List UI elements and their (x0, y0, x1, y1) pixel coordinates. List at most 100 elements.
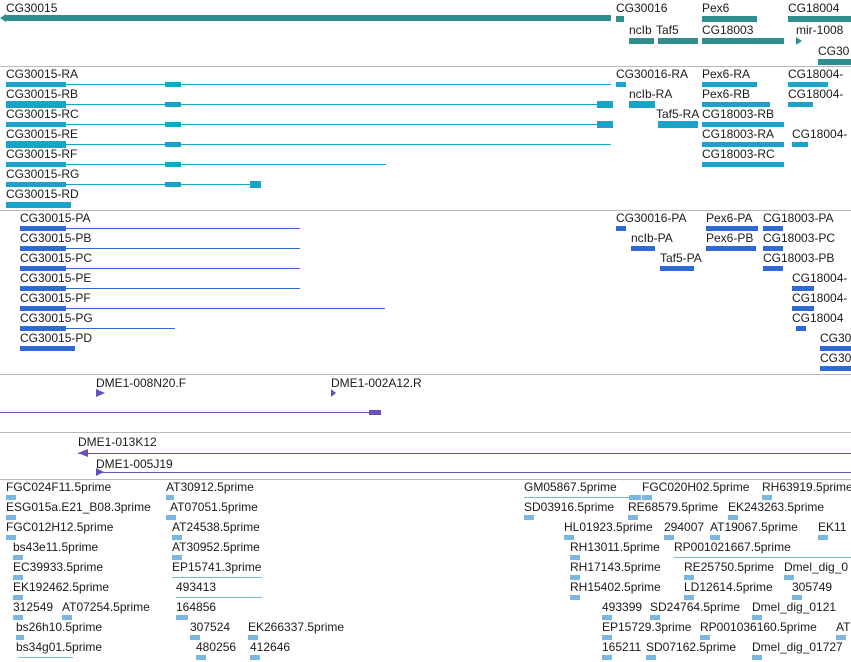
est-feature[interactable] (190, 635, 200, 640)
est-label[interactable]: bs43e11.5prime (13, 540, 99, 554)
transcript-pex6-ra[interactable] (702, 82, 757, 87)
protein-label[interactable]: CG18003-PC (763, 231, 836, 245)
transcript-label[interactable]: CG30015-RA (6, 67, 79, 81)
est-feature[interactable] (172, 555, 182, 560)
est-label[interactable]: FGC020H02.5prime (642, 480, 750, 494)
est-label[interactable]: AT (836, 620, 851, 634)
est-feature[interactable] (196, 655, 206, 660)
est-label[interactable]: FGC012H12.5prime (6, 520, 114, 534)
protein-label[interactable]: CG30015-PG (20, 311, 93, 325)
est-feature[interactable] (752, 615, 762, 620)
gene-label-pex6[interactable]: Pex6 (702, 1, 730, 15)
clone-end-marker[interactable] (96, 389, 105, 397)
est-feature[interactable] (13, 595, 23, 600)
transcript-cg18003-rc[interactable] (702, 162, 784, 167)
protein-label[interactable]: CG30016-PA (616, 211, 687, 225)
est-label[interactable]: AT07254.5prime (62, 600, 150, 614)
transcript-cg18003-rb[interactable] (702, 122, 784, 127)
protein-cg30015-pf[interactable] (20, 306, 66, 311)
transcript-label[interactable]: CG30015-RD (6, 187, 79, 201)
est-feature[interactable] (13, 615, 23, 620)
est-feature[interactable] (602, 655, 612, 660)
protein-label[interactable]: Taf5-PA (660, 251, 702, 265)
transcript-label[interactable]: CG30015-RF (6, 147, 78, 161)
transcript-ncib-ra[interactable] (629, 101, 655, 108)
est-feature[interactable] (62, 615, 72, 620)
gene-label-cg30-partial[interactable]: CG30 (818, 44, 850, 58)
clone-end-marker[interactable] (331, 389, 336, 397)
protein-cg18004-a[interactable] (792, 286, 814, 291)
est-label[interactable]: EP15729.3prime (602, 620, 692, 634)
protein-cg18004-c[interactable] (796, 326, 806, 331)
est-feature[interactable] (250, 655, 260, 660)
gene-cg30-partial[interactable] (818, 59, 851, 65)
protein-label[interactable]: CG30015-PD (20, 331, 93, 345)
est-label[interactable]: EK192462.5prime (13, 580, 110, 594)
est-label[interactable]: SD24764.5prime (650, 600, 741, 614)
gene-taf5[interactable] (658, 38, 698, 44)
est-feature[interactable] (674, 557, 851, 558)
est-feature[interactable] (762, 495, 772, 500)
est-label[interactable]: Dmel_dig_0 (784, 560, 849, 574)
est-label[interactable]: Dmel_dig_0121 (752, 600, 837, 614)
protein-taf5-pa[interactable] (660, 266, 694, 271)
est-feature[interactable] (176, 597, 262, 598)
protein-cg30015-pc[interactable] (20, 266, 66, 271)
transcript-cg18004-a[interactable] (788, 82, 828, 87)
est-label[interactable]: 305749 (792, 580, 833, 594)
est-label[interactable]: AT07051.5prime (170, 500, 258, 514)
gene-label-cg18003[interactable]: CG18003 (702, 23, 754, 37)
est-feature[interactable] (602, 615, 612, 620)
est-feature[interactable] (524, 497, 629, 498)
gene-label-mir-1008[interactable]: mir-1008 (796, 23, 844, 37)
est-label[interactable]: RP001036160.5prime (700, 620, 817, 634)
gene-label-taf5[interactable]: Taf5 (656, 23, 679, 37)
transcript-label[interactable]: CG30016-RA (616, 67, 689, 81)
gene-label-cg30016[interactable]: CG30016 (616, 1, 668, 15)
est-feature[interactable] (13, 575, 23, 580)
transcript-cg30016-ra[interactable] (616, 82, 626, 87)
transcript-label[interactable]: CG18003-RC (702, 147, 775, 161)
transcript-label[interactable]: CG30015-RE (6, 127, 79, 141)
protein-label[interactable]: CG18003-PA (763, 211, 834, 225)
est-label[interactable]: bs34g01.5prime (16, 640, 103, 654)
gene-cg30016[interactable] (616, 16, 624, 22)
protein-label[interactable]: Pex6-PB (706, 231, 754, 245)
protein-cg30015-pd[interactable] (20, 346, 75, 351)
protein-cg30016-pa[interactable] (616, 226, 626, 231)
protein-cg30015-pb[interactable] (20, 246, 66, 251)
gene-label-ncib[interactable]: ncIb (629, 23, 652, 37)
gene-label-cg30015[interactable]: CG30015 (6, 1, 58, 15)
transcript-label[interactable]: CG18004- (792, 127, 848, 141)
est-feature[interactable] (818, 535, 828, 540)
est-feature[interactable] (570, 575, 580, 580)
protein-label[interactable]: CG30015-PE (20, 271, 92, 285)
transcript-cg30015-rg[interactable] (6, 182, 66, 187)
transcript-cg30015-rc[interactable] (6, 122, 66, 127)
transcript-cg30015-re[interactable] (6, 141, 66, 148)
transcript-pex6-rb[interactable] (702, 102, 770, 107)
transcript-label[interactable]: Pex6-RA (702, 67, 751, 81)
protein-cg30015-pe[interactable] (20, 286, 66, 291)
est-label[interactable]: AT30912.5prime (166, 480, 254, 494)
protein-label[interactable]: CG30015-PF (20, 291, 91, 305)
est-label[interactable]: LD12614.5prime (684, 580, 773, 594)
gene-label-cg18004[interactable]: CG18004 (788, 1, 840, 15)
protein-pex6-pa[interactable] (706, 226, 758, 231)
est-label[interactable]: RH15402.5prime (570, 580, 661, 594)
transcript-cg30015-rb[interactable] (6, 101, 66, 108)
protein-label[interactable]: CG30 (820, 331, 851, 345)
est-feature[interactable] (570, 595, 580, 600)
est-feature[interactable] (684, 595, 694, 600)
protein-ncib-pa[interactable] (631, 246, 655, 251)
transcript-taf5-ra[interactable] (658, 121, 698, 128)
transcript-label[interactable]: CG18004- (788, 67, 844, 81)
est-label[interactable]: RH13011.5prime (570, 540, 660, 554)
clone-span[interactable] (78, 453, 851, 454)
est-label[interactable]: bs26h10.5prime (16, 620, 103, 634)
clone-label[interactable]: DME1-008N20.F (96, 376, 187, 390)
est-label[interactable]: AT19067.5prime (710, 520, 798, 534)
est-feature[interactable] (642, 495, 652, 500)
est-feature[interactable] (6, 495, 16, 500)
